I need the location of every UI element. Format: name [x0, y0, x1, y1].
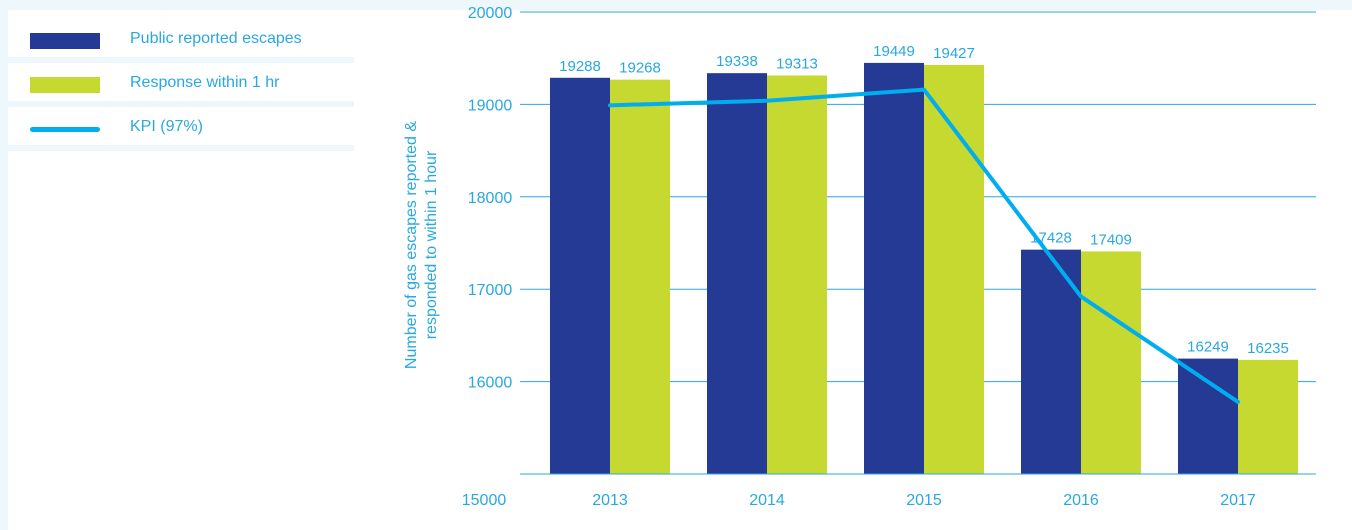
- y-axis-title-line-2: responded to within 1 hour: [423, 150, 440, 339]
- legend-label: Public reported escapes: [130, 30, 302, 47]
- x-tick-label: 2016: [1063, 492, 1099, 509]
- data-label: 17409: [1090, 231, 1132, 248]
- bar-response-2017: [1238, 359, 1298, 474]
- legend-item-public-reported: Public reported escapes: [8, 23, 354, 63]
- y-tick-label: 17000: [468, 282, 513, 299]
- kpi-line: [608, 87, 1240, 404]
- data-label: 19427: [933, 45, 975, 62]
- x-tick-label: 2014: [749, 492, 785, 509]
- legend-swatch-kpi: [30, 127, 100, 132]
- y-axis-title-line-1: Number of gas escapes reported &: [403, 121, 420, 369]
- legend-item-response: Response within 1 hr: [8, 67, 354, 107]
- x-tick-label: 2017: [1220, 492, 1256, 509]
- legend-swatch-public-reported: [30, 33, 100, 49]
- bar-response-2014: [767, 75, 827, 475]
- bar-public-reported-2014: [707, 73, 767, 475]
- x-tick-label: 2013: [592, 492, 628, 509]
- data-label: 19449: [873, 43, 915, 60]
- data-label: 19338: [716, 53, 758, 70]
- bar-response-2016: [1081, 251, 1141, 474]
- top-band: [0, 0, 1352, 10]
- y-tick-label: 18000: [468, 190, 513, 207]
- bar-public-reported-2017: [1178, 358, 1238, 474]
- bar-public-reported-2013: [550, 77, 610, 474]
- y-axis-title: Number of gas escapes reported & responde…: [403, 121, 440, 369]
- data-label: 19313: [776, 55, 818, 72]
- legend-label: Response within 1 hr: [130, 74, 280, 91]
- legend-label: KPI (97%): [130, 118, 203, 135]
- y-tick-label: 15000: [462, 492, 507, 509]
- legend-item-kpi: KPI (97%): [8, 111, 354, 151]
- legend-swatch-response: [30, 77, 100, 93]
- y-tick-label: 19000: [468, 97, 513, 114]
- bar-public-reported-2016: [1021, 249, 1081, 474]
- y-tick-label: 16000: [468, 375, 513, 392]
- data-label: 19268: [619, 60, 661, 77]
- data-label: 16235: [1247, 340, 1289, 357]
- bar-public-reported-2015: [864, 62, 924, 474]
- data-label: 19288: [559, 58, 601, 75]
- chart-legend: Public reported escapes Response within …: [8, 23, 354, 157]
- y-tick-label: 20000: [468, 5, 513, 22]
- left-band: [0, 10, 8, 530]
- data-label: 16249: [1187, 339, 1229, 356]
- bar-response-2013: [610, 79, 670, 474]
- x-tick-label: 2015: [906, 492, 942, 509]
- bar-response-2015: [924, 64, 984, 475]
